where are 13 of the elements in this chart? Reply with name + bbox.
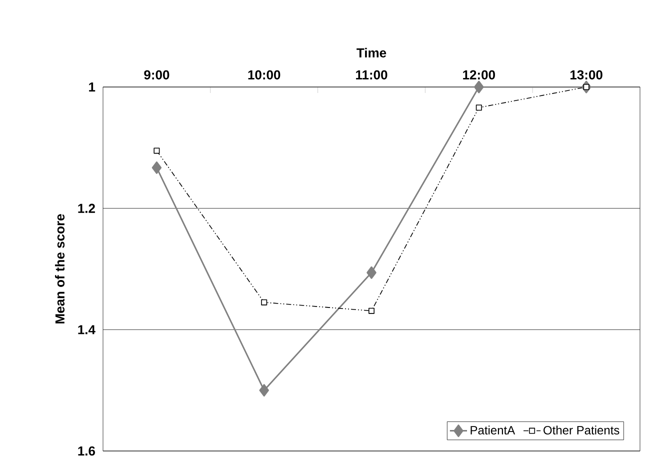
x-tick-label: 12:00 — [463, 70, 495, 80]
legend-label: PatientA — [470, 426, 516, 434]
y-tick-label: 1 — [89, 82, 96, 92]
y-tick-label: 1.4 — [78, 325, 96, 334]
x-axis-title: Time — [356, 48, 386, 58]
y-axis-title: Mean of the score — [54, 214, 65, 324]
x-tick-label: 10:00 — [248, 70, 280, 80]
y-tick-label: 1.6 — [78, 446, 96, 456]
x-tick-label: 9:00 — [144, 70, 170, 80]
legend-label: Other Patients — [544, 426, 620, 434]
x-tick-label: 11:00 — [356, 70, 388, 80]
y-tick-label: 1.2 — [78, 204, 95, 213]
x-tick-label: 13:00 — [570, 70, 602, 80]
